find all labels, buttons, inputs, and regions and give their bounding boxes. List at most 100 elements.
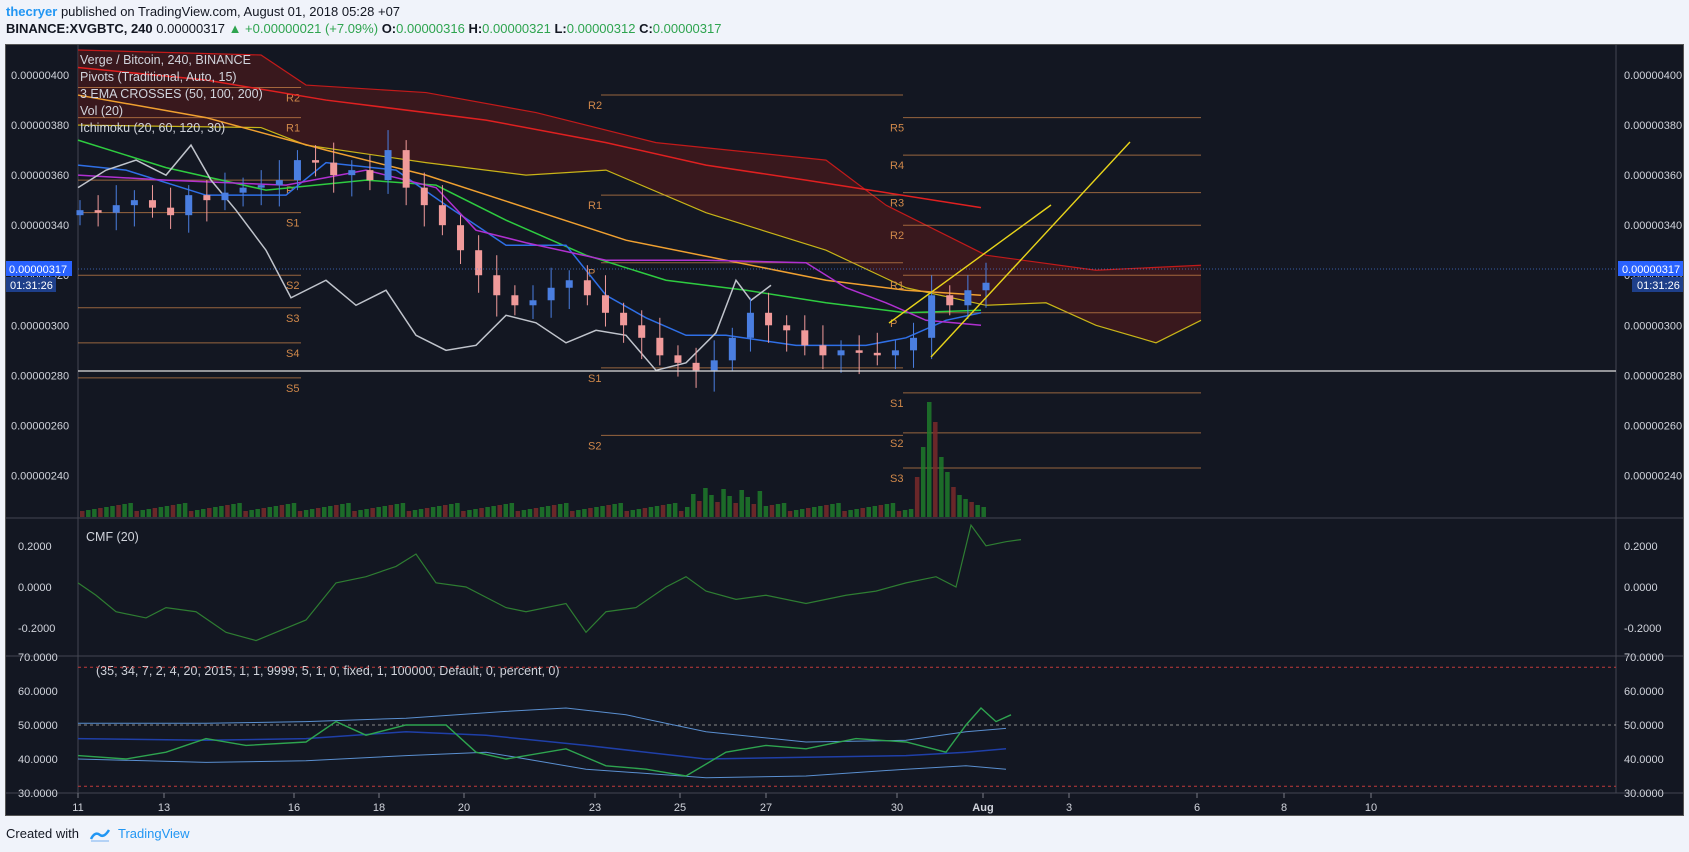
volume-bar <box>243 511 248 517</box>
volume-bar <box>128 503 133 517</box>
volume-bar <box>588 508 593 517</box>
candle-body <box>384 150 392 181</box>
time-tick-label: 3 <box>1066 802 1072 814</box>
candle-body <box>76 210 84 216</box>
candle-body <box>982 282 990 291</box>
volume-bar <box>757 491 763 517</box>
volume-bar <box>612 504 617 517</box>
chart-frame[interactable]: R2 R1 P S1 S2 S3 S4 S5 R2 R1 P S1 S2 R5 R4 R3 R2 R1 P S1 S2 S… <box>5 44 1684 816</box>
volume-bar <box>582 509 587 517</box>
volume-bar <box>557 504 563 517</box>
volume-bar <box>182 503 188 517</box>
candle-body <box>348 170 356 176</box>
time-tick-label: 8 <box>1281 802 1287 814</box>
volume-bar <box>134 511 139 517</box>
publish-header: thecryer published on TradingView.com, A… <box>0 0 1689 44</box>
osc-lower-line <box>77 751 1007 779</box>
volume-bar <box>715 502 720 517</box>
legend-vol[interactable]: Vol (20) <box>80 104 124 118</box>
volume-bar <box>618 503 623 517</box>
volume-bar <box>842 511 847 517</box>
candle-body <box>112 205 120 213</box>
last-price-badge-right <box>1618 261 1683 276</box>
left-price-tick-label: 0.00000300 <box>11 320 69 332</box>
volume-bar <box>666 504 672 517</box>
candle-body <box>438 205 446 226</box>
chart-canvas[interactable]: R2R1PS1S2S3S4S5R2R1PS1S2R5R4R3R2R1PS1S2S… <box>6 45 1684 816</box>
volume-bar <box>291 503 297 517</box>
volume-bar <box>449 504 454 517</box>
channel-upper-line[interactable] <box>930 141 1131 358</box>
volume-bar <box>146 509 152 517</box>
time-tick-label: 27 <box>760 802 772 814</box>
osc-tick-label: 50.0000 <box>1624 720 1664 732</box>
volume-bar <box>303 510 309 517</box>
candle-body <box>221 192 229 201</box>
volume-bar <box>340 504 345 517</box>
volume-bar <box>176 504 182 517</box>
ichimoku-span-b-line <box>77 49 1202 271</box>
volume-bar <box>249 510 254 517</box>
volume-bar <box>485 507 490 517</box>
legend-title[interactable]: Verge / Bitcoin, 240, BINANCE <box>80 53 251 67</box>
countdown-badge-left <box>6 277 56 292</box>
last-price: 0.00000317 <box>156 21 225 36</box>
volume-bar <box>866 507 871 517</box>
volume-bar <box>346 503 351 517</box>
volume-bar <box>660 505 666 517</box>
candle-body <box>185 195 193 216</box>
cmf-tick-label: 0.0000 <box>18 582 52 594</box>
candle-body <box>366 170 374 181</box>
candle-body <box>94 210 102 213</box>
left-price-tick-label: 0.00000360 <box>11 170 69 182</box>
pivot-level-label: R2 <box>890 230 904 242</box>
left-price-tick-label: 0.00000400 <box>11 70 69 82</box>
volume-bar <box>806 508 811 517</box>
ichimoku-conversion-line <box>77 169 982 327</box>
volume-bar <box>418 509 424 517</box>
candle-body <box>130 200 138 206</box>
volume-bar <box>642 508 648 517</box>
volume-bar <box>479 508 484 517</box>
candle-body <box>402 150 410 188</box>
volume-bar <box>503 504 508 517</box>
pivot-level-label: R5 <box>890 123 904 135</box>
volume-bar <box>594 507 599 517</box>
volume-bar <box>902 510 908 517</box>
channel-lower-line[interactable] <box>888 204 1052 324</box>
volume-bar <box>194 510 200 517</box>
volume-bar <box>739 490 744 517</box>
pivot-level-label: S2 <box>890 438 903 450</box>
right-price-tick-label: 0.00000240 <box>1624 470 1682 482</box>
volume-bar <box>358 510 363 517</box>
volume-bar <box>648 507 654 517</box>
volume-bar <box>945 472 950 517</box>
volume-bar <box>219 506 224 517</box>
volume-bar <box>436 506 442 517</box>
volume-bar <box>509 503 515 517</box>
volume-bar <box>376 507 381 517</box>
author-link[interactable]: thecryer <box>6 4 58 19</box>
legend-pivots[interactable]: Pivots (Traditional, Auto, 15) <box>80 70 237 84</box>
volume-bar <box>104 507 109 517</box>
osc-tick-label: 60.0000 <box>1624 686 1664 698</box>
candle-body <box>946 295 954 306</box>
volume-bar <box>237 503 242 517</box>
volume-bar <box>697 501 702 517</box>
volume-bar <box>467 510 472 517</box>
created-with-text: Created with <box>6 826 79 841</box>
published-text: published on TradingView.com, August 01,… <box>60 4 401 19</box>
volume-bar <box>533 508 539 517</box>
pivot-level-label: S2 <box>286 280 299 292</box>
footer: Created with TradingView <box>6 826 190 842</box>
right-price-tick-label: 0.00000260 <box>1624 420 1682 432</box>
pivot-level-label: S3 <box>286 313 299 325</box>
volume-bar <box>521 510 527 517</box>
legend-ichimoku[interactable]: Ichimoku (20, 60, 120, 30) <box>80 121 226 135</box>
tradingview-link[interactable]: TradingView <box>118 826 190 841</box>
volume-bar <box>908 509 914 517</box>
candle-body <box>873 352 881 356</box>
right-price-tick-label: 0.00000400 <box>1624 70 1682 82</box>
low-value: 0.00000312 <box>566 21 636 36</box>
legend-ema[interactable]: 3 EMA CROSSES (50, 100, 200) <box>80 87 263 101</box>
